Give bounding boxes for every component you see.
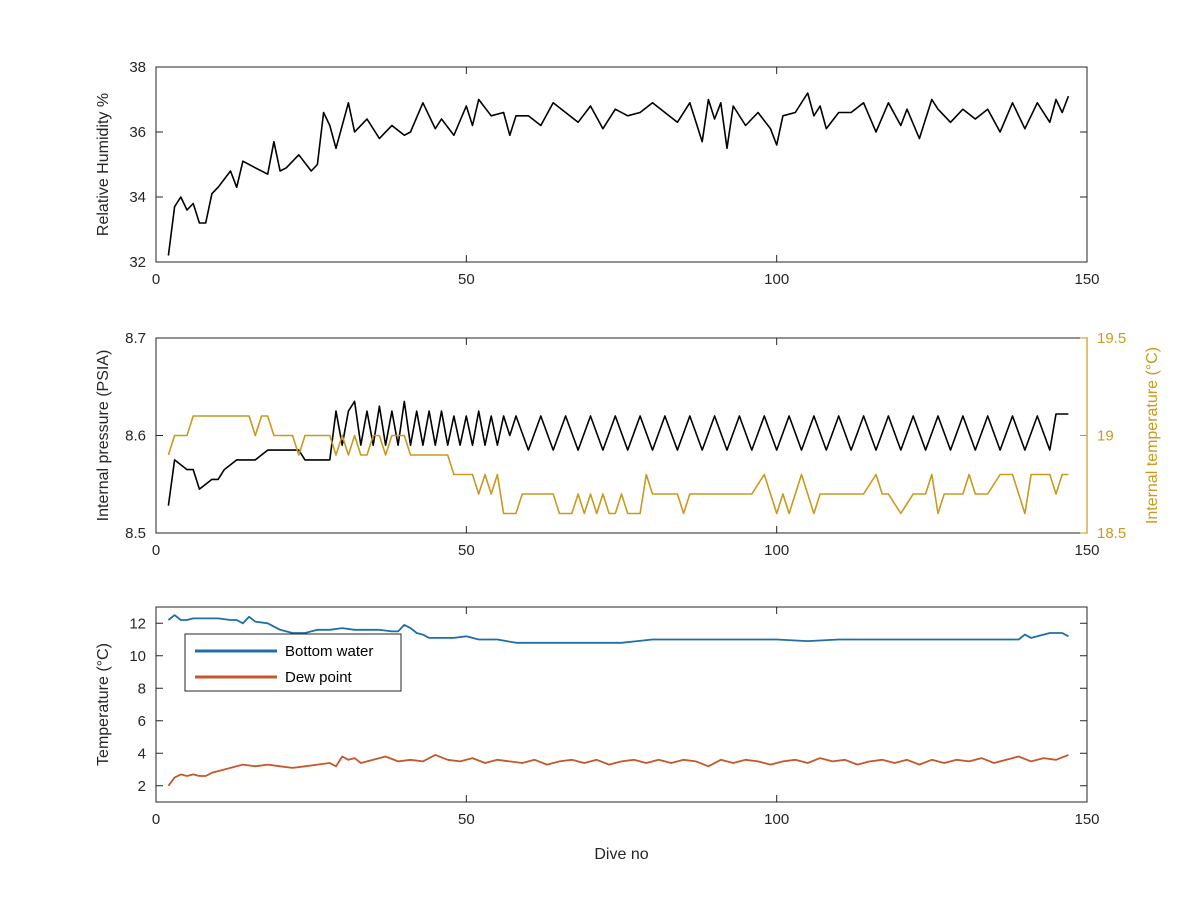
subplot-3: 0 50 100 150 2 4 6 8 10 12 Temperature (°C) Dive no… [95,606,1100,863]
series-line-2-1 [167,400,1069,506]
x-tick-label: 150 [1074,542,1099,559]
y-axis-label: Internal pressure (PSIA) [95,350,112,522]
axes-box [155,606,1088,803]
axes-box [155,66,1088,263]
y2-tick-label: 19 [1097,428,1114,445]
y-tick-label: 2 [138,778,146,795]
subplot-1: 0 50 100 150 32 34 36 38 Relative Humidity % [95,59,1100,288]
x-tick-label: 0 [152,811,160,828]
y-tick-label: 10 [129,648,146,665]
y-tick-label: 38 [129,59,146,76]
y-tick-label: 12 [129,615,146,632]
y-tick-label: 8.6 [125,428,146,445]
legend: Bottom water Dew point [184,633,402,692]
x-tick-label: 50 [458,811,475,828]
y2-axis-label: Internal temperature (°C) [1144,347,1161,524]
y2-tick-label: 18.5 [1097,525,1126,542]
legend-label: Bottom water [285,643,373,660]
series-line-2-2 [167,415,1069,515]
y-tick-label: 32 [129,254,146,271]
y-tick-label: 36 [129,124,146,141]
x-tick-label: 100 [764,271,789,288]
subplot-2: 0 50 100 150 8.5 8.6 8.7 Internal pressure (PSI… [95,330,1161,559]
legend-box [184,633,402,692]
y-tick-label: 6 [138,713,146,730]
x-axis-label: Dive no [594,846,648,863]
x-tick-label: 150 [1074,271,1099,288]
y-tick-label: 8.5 [125,525,146,542]
x-tick-label: 100 [764,542,789,559]
axes-box [155,337,1088,534]
x-tick-label: 50 [458,542,475,559]
y-tick-label: 8 [138,680,146,697]
y-axis-label: Temperature (°C) [95,643,112,766]
x-tick-label: 0 [152,542,160,559]
x-tick-label: 100 [764,811,789,828]
y-tick-label: 34 [129,189,146,206]
x-tick-label: 0 [152,271,160,288]
y-axis-label: Relative Humidity % [95,93,112,236]
y-tick-label: 8.7 [125,330,146,347]
series-line-3-1 [167,614,1069,644]
x-tick-label: 150 [1074,811,1099,828]
series-line-1-1 [167,92,1070,256]
x-tick-label: 50 [458,271,475,288]
y-tick-label: 4 [138,745,146,762]
series-line-3-2 [167,754,1069,787]
legend-label: Dew point [285,669,353,686]
y2-tick-label: 19.5 [1097,330,1126,347]
